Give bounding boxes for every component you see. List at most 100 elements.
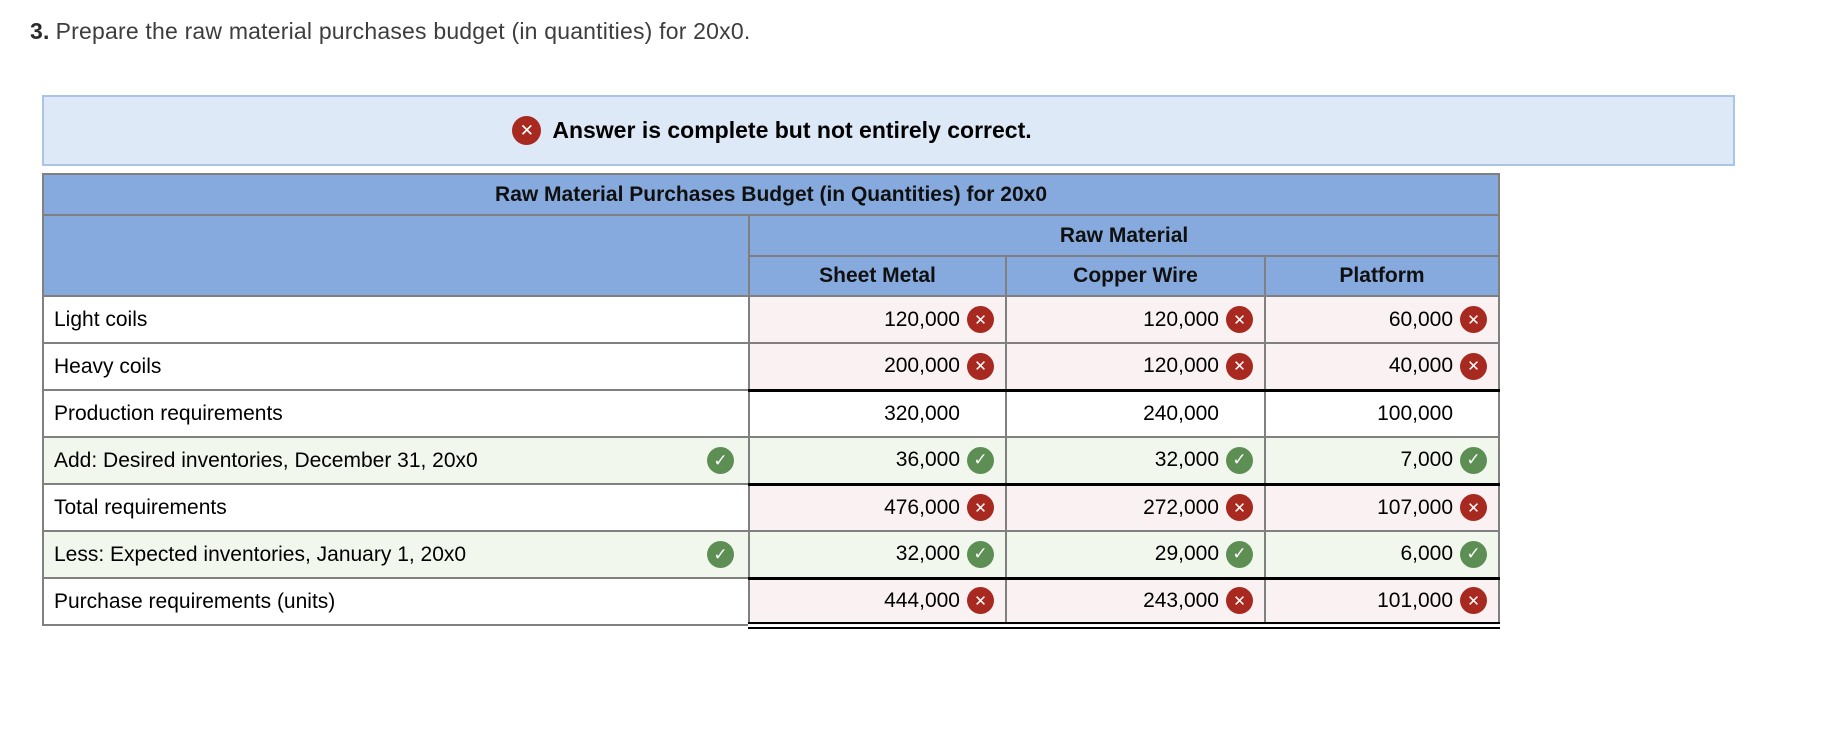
value-cell: 6,000 ✓ <box>1263 530 1501 580</box>
cell-value: 100,000 <box>1377 401 1454 425</box>
row-label: Add: Desired inventories, December 31, 2… <box>54 448 478 472</box>
check-circle-icon: ✓ <box>707 447 734 474</box>
cell-value: 120,000 <box>884 307 960 331</box>
value-cell: 120,000 ✕ <box>1005 342 1266 392</box>
value-cell-content: 120,000 ✕ <box>1007 352 1264 380</box>
x-circle-icon: ✕ <box>967 587 994 614</box>
row-label-cell: Less: Expected inventories, January 1, 2… <box>42 530 750 579</box>
value-cell: 7,000 ✓ <box>1263 436 1501 486</box>
x-circle-icon: ✕ <box>1226 587 1253 614</box>
value-cell-content: 40,000 ✕ <box>1266 352 1498 380</box>
value-cell: 107,000 ✕ <box>1263 483 1501 532</box>
value-cell-content: 476,000 ✕ <box>750 494 1005 522</box>
value-cell: 40,000 ✕ <box>1263 342 1501 392</box>
value-cell-content: 444,000 ✕ <box>750 587 1005 614</box>
check-circle-icon: ✓ <box>707 541 734 568</box>
row-label-content: Production requirements <box>44 402 748 426</box>
row-label: Total requirements <box>54 495 227 519</box>
table-row: Total requirements 476,000 ✕ 272,000 ✕ 107,00… <box>42 483 1501 532</box>
check-circle-icon: ✓ <box>1226 540 1253 568</box>
value-cell: 120,000 ✕ <box>1005 295 1266 344</box>
value-cell: 320,000 <box>748 389 1007 438</box>
cell-value: 272,000 <box>1143 495 1219 519</box>
x-circle-icon: ✕ <box>1460 587 1488 614</box>
column-header: Sheet Metal <box>748 255 1007 297</box>
x-circle-icon: ✕ <box>1226 352 1253 380</box>
value-cell: 476,000 ✕ <box>748 483 1007 532</box>
column-header: Platform <box>1263 255 1501 297</box>
value-cell-content: 120,000 ✕ <box>1007 306 1264 333</box>
value-cell-content: 272,000 ✕ <box>1007 494 1264 522</box>
value-cell: 120,000 ✕ <box>748 295 1007 344</box>
icon-placeholder <box>1460 400 1487 427</box>
cell-value: 240,000 <box>1143 401 1219 425</box>
row-label-cell: Heavy coils <box>42 342 750 391</box>
value-cell: 60,000 ✕ <box>1263 295 1501 344</box>
check-circle-icon: ✓ <box>1460 446 1488 474</box>
value-cell-content: 36,000 ✓ <box>750 446 1005 474</box>
row-label-content: Purchase requirements (units) <box>44 590 748 614</box>
cell-value: 36,000 <box>895 448 960 472</box>
cell-value: 40,000 <box>1388 354 1454 378</box>
x-circle-icon: ✕ <box>1460 306 1488 333</box>
column-header-row: Sheet Metal Copper Wire Platform <box>43 255 1501 297</box>
row-label: Less: Expected inventories, January 1, 2… <box>54 542 467 566</box>
value-cell-content: 32,000 ✓ <box>1007 446 1264 474</box>
x-circle-icon: ✕ <box>1226 306 1253 333</box>
result-banner: ✕ Answer is complete but not entirely co… <box>42 95 1735 166</box>
value-cell-content: 6,000 ✓ <box>1266 540 1498 568</box>
row-label: Production requirements <box>54 401 283 425</box>
cell-value: 120,000 <box>1143 307 1219 331</box>
cell-value: 444,000 <box>884 588 960 612</box>
cell-value: 476,000 <box>884 495 960 519</box>
table-row: Light coils 120,000 ✕ 120,000 ✕ 60,000 ✕ <box>42 295 1501 344</box>
column-header: Copper Wire <box>1005 255 1266 297</box>
value-cell-content: 200,000 ✕ <box>750 352 1005 380</box>
value-cell-content: 29,000 ✓ <box>1007 540 1264 568</box>
value-cell: 272,000 ✕ <box>1005 483 1266 532</box>
check-circle-icon: ✓ <box>1226 446 1253 474</box>
x-circle-icon: ✕ <box>1460 352 1488 380</box>
row-label-content: Less: Expected inventories, January 1, 2… <box>44 541 748 568</box>
x-circle-icon: ✕ <box>1460 494 1488 522</box>
question-text: Prepare the raw material purchases budge… <box>55 18 751 44</box>
row-label-cell: Purchase requirements (units) <box>42 577 750 626</box>
icon-placeholder <box>967 400 994 427</box>
check-circle-icon: ✓ <box>967 446 994 474</box>
row-label-content: Add: Desired inventories, December 31, 2… <box>44 447 748 474</box>
value-cell-content: 243,000 ✕ <box>1007 587 1264 614</box>
value-cell: 240,000 <box>1005 389 1266 438</box>
value-cell: 32,000 ✓ <box>1005 436 1266 486</box>
table-row: Production requirements 320,000 240,000 100… <box>42 389 1501 438</box>
value-cell: 29,000 ✓ <box>1005 530 1266 580</box>
value-cell: 100,000 <box>1263 389 1501 438</box>
question-number: 3. <box>30 18 50 44</box>
value-cell: 36,000 ✓ <box>748 436 1007 486</box>
value-cell-content: 100,000 <box>1266 400 1498 427</box>
cell-value: 7,000 <box>1400 448 1454 472</box>
row-label-cell: Total requirements <box>42 483 750 532</box>
row-label-cell: Production requirements <box>42 389 750 438</box>
cell-value: 32,000 <box>1154 448 1219 472</box>
row-label: Purchase requirements (units) <box>54 589 336 613</box>
raw-material-group-header: Raw Material <box>747 214 1501 257</box>
cell-value: 243,000 <box>1143 588 1219 612</box>
x-circle-icon: ✕ <box>1226 494 1253 522</box>
question-title: 3. Prepare the raw material purchases bud… <box>30 18 1846 45</box>
cell-value: 29,000 <box>1154 542 1219 566</box>
cell-value: 32,000 <box>895 542 960 566</box>
value-cell-content: 320,000 <box>750 400 1005 427</box>
value-cell-content: 101,000 ✕ <box>1266 587 1498 614</box>
cell-value: 6,000 <box>1400 542 1454 566</box>
result-banner-text: Answer is complete but not entirely corr… <box>552 117 1032 143</box>
cell-value: 60,000 <box>1388 307 1454 331</box>
value-cell: 444,000 ✕ <box>748 577 1007 629</box>
x-circle-icon: ✕ <box>967 352 994 380</box>
group-header-row: Raw Material <box>42 214 1501 297</box>
row-label-content: Total requirements <box>44 496 748 520</box>
value-cell: 32,000 ✓ <box>748 530 1007 580</box>
row-label: Light coils <box>54 307 148 331</box>
check-circle-icon: ✓ <box>1460 540 1488 568</box>
table-row: Purchase requirements (units) 444,000 ✕ 243… <box>42 577 1501 629</box>
value-cell-content: 240,000 <box>1007 400 1264 427</box>
